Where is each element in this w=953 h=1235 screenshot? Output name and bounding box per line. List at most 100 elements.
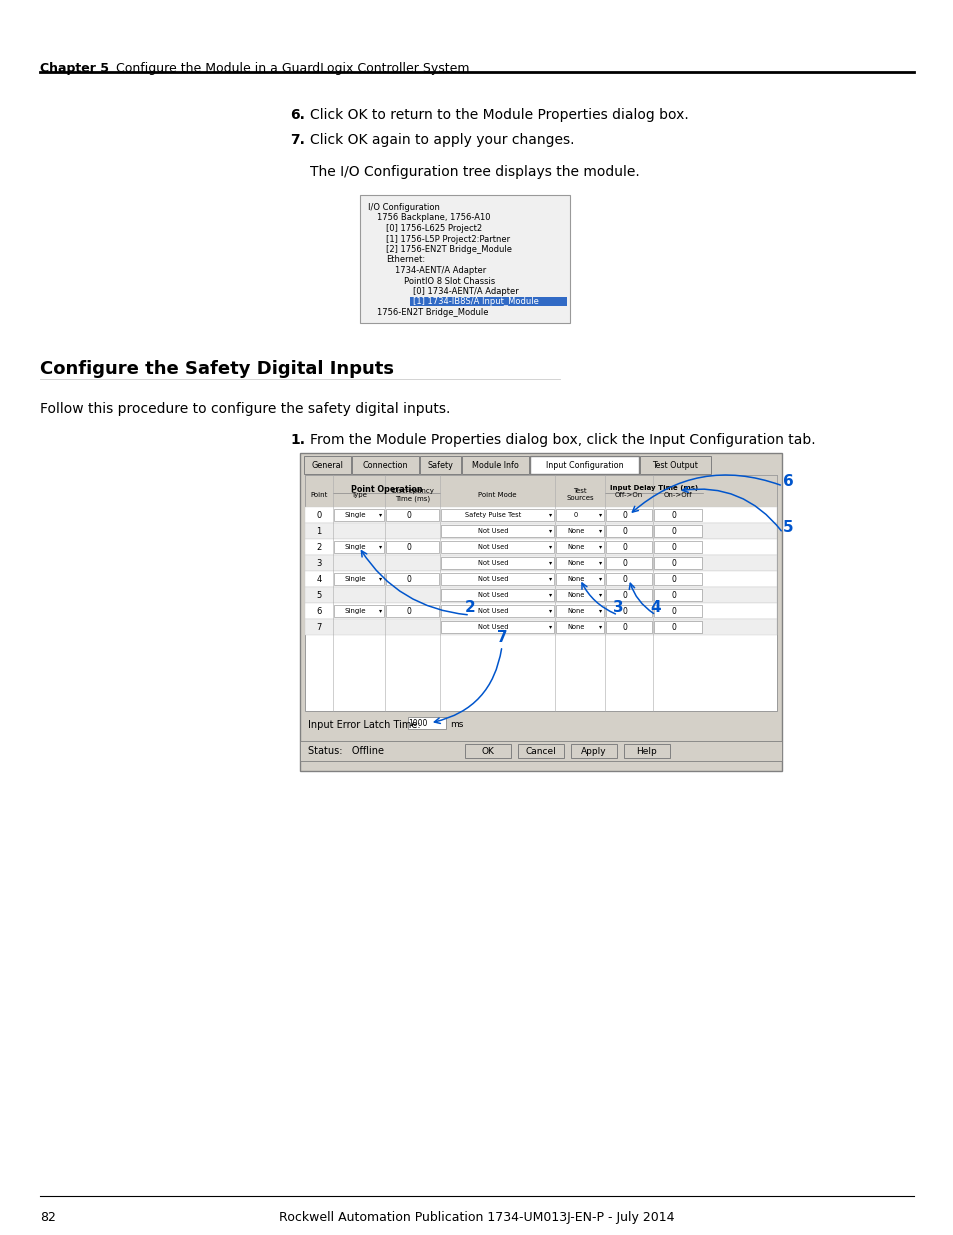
Text: Input Error Latch Time:: Input Error Latch Time: [308,720,420,730]
Bar [408,718,446,729]
Text: 0: 0 [622,590,627,599]
Text: ▾: ▾ [549,593,552,598]
Bar [517,743,563,758]
Text: From the Module Properties dialog box, click the Input Configuration tab.: From the Module Properties dialog box, c… [310,433,815,447]
Text: Point Operation: Point Operation [351,485,422,494]
Bar [605,621,651,634]
Bar [556,605,603,618]
Text: ms: ms [450,720,463,729]
Text: Status:   Offline: Status: Offline [308,746,384,756]
Text: Test Output: Test Output [652,461,698,469]
Text: Type: Type [351,492,367,498]
Text: 2: 2 [464,599,475,615]
Bar [605,605,651,618]
Bar [334,541,384,553]
Bar [654,557,701,569]
Text: 82: 82 [40,1212,56,1224]
Bar [440,509,554,521]
Bar [654,525,701,537]
Text: [1] 1734-IB8S/A Input_Module: [1] 1734-IB8S/A Input_Module [413,298,538,306]
Bar [386,605,438,618]
Text: 3: 3 [316,558,321,568]
Text: ▾: ▾ [549,561,552,566]
Text: 1000: 1000 [408,719,427,727]
Text: OK: OK [481,746,494,756]
Text: Single: Single [344,608,365,614]
Bar [305,475,776,508]
Bar [305,603,776,619]
Text: Configure the Module in a GuardLogix Controller System: Configure the Module in a GuardLogix Con… [116,62,469,75]
Text: ▾: ▾ [598,513,602,517]
Bar [440,589,554,601]
Text: Rockwell Automation Publication 1734-UM013J-EN-P - July 2014: Rockwell Automation Publication 1734-UM0… [279,1212,674,1224]
Text: 0: 0 [622,574,627,583]
Bar [530,456,639,474]
Text: ▾: ▾ [598,625,602,630]
Bar [571,743,617,758]
Bar [605,525,651,537]
Bar [639,456,710,474]
Bar [305,522,776,538]
Bar [352,456,418,474]
Bar [623,743,669,758]
Text: [0] 1756-L625 Project2: [0] 1756-L625 Project2 [386,224,481,233]
Text: Not Used: Not Used [477,624,508,630]
Bar [605,541,651,553]
Text: ▾: ▾ [379,577,382,582]
Bar [305,571,776,587]
Text: Off->On: Off->On [615,492,642,498]
Text: Safety: Safety [427,461,453,469]
Text: On->Off: On->Off [663,492,692,498]
Text: 7: 7 [316,622,321,631]
Text: 0: 0 [316,510,321,520]
Bar [464,743,511,758]
Text: Click OK to return to the Module Properties dialog box.: Click OK to return to the Module Propert… [310,107,688,122]
Text: 0: 0 [406,510,411,520]
Text: General: General [312,461,343,469]
Bar [334,605,384,618]
Text: I/O Configuration: I/O Configuration [368,203,439,212]
Text: 0: 0 [622,542,627,552]
Text: 0: 0 [622,606,627,615]
Bar [299,453,781,771]
Text: ▾: ▾ [598,545,602,550]
Bar [654,573,701,585]
Bar [605,573,651,585]
Text: Click OK again to apply your changes.: Click OK again to apply your changes. [310,133,574,147]
Text: None: None [567,592,584,598]
Text: ▾: ▾ [379,609,382,614]
Text: 1756 Backplane, 1756-A10: 1756 Backplane, 1756-A10 [376,214,490,222]
Text: 0: 0 [622,558,627,568]
Text: None: None [567,624,584,630]
Bar [299,741,781,761]
Text: 1756-EN2T Bridge_Module: 1756-EN2T Bridge_Module [376,308,488,317]
Text: 6.: 6. [290,107,305,122]
Text: 7: 7 [497,631,507,646]
Bar [605,589,651,601]
Bar [556,557,603,569]
Text: 4: 4 [650,599,660,615]
Text: [2] 1756-EN2T Bridge_Module: [2] 1756-EN2T Bridge_Module [386,245,512,254]
Text: ▾: ▾ [379,545,382,550]
Text: 0: 0 [574,513,578,517]
Bar [461,456,529,474]
Text: 2: 2 [316,542,321,552]
Text: 3: 3 [612,599,622,615]
Text: Connection: Connection [362,461,408,469]
Bar [386,573,438,585]
Text: 0: 0 [622,622,627,631]
Text: Apply: Apply [580,746,606,756]
Bar [305,475,776,711]
Bar [556,541,603,553]
Bar [654,621,701,634]
Text: 0: 0 [406,542,411,552]
Bar [440,621,554,634]
Bar [556,509,603,521]
Text: 1: 1 [316,526,321,536]
Text: ▾: ▾ [549,577,552,582]
Bar [654,589,701,601]
Text: Safety Pulse Test: Safety Pulse Test [465,513,521,517]
Text: 0: 0 [406,606,411,615]
Text: None: None [567,559,584,566]
Text: 0: 0 [622,510,627,520]
